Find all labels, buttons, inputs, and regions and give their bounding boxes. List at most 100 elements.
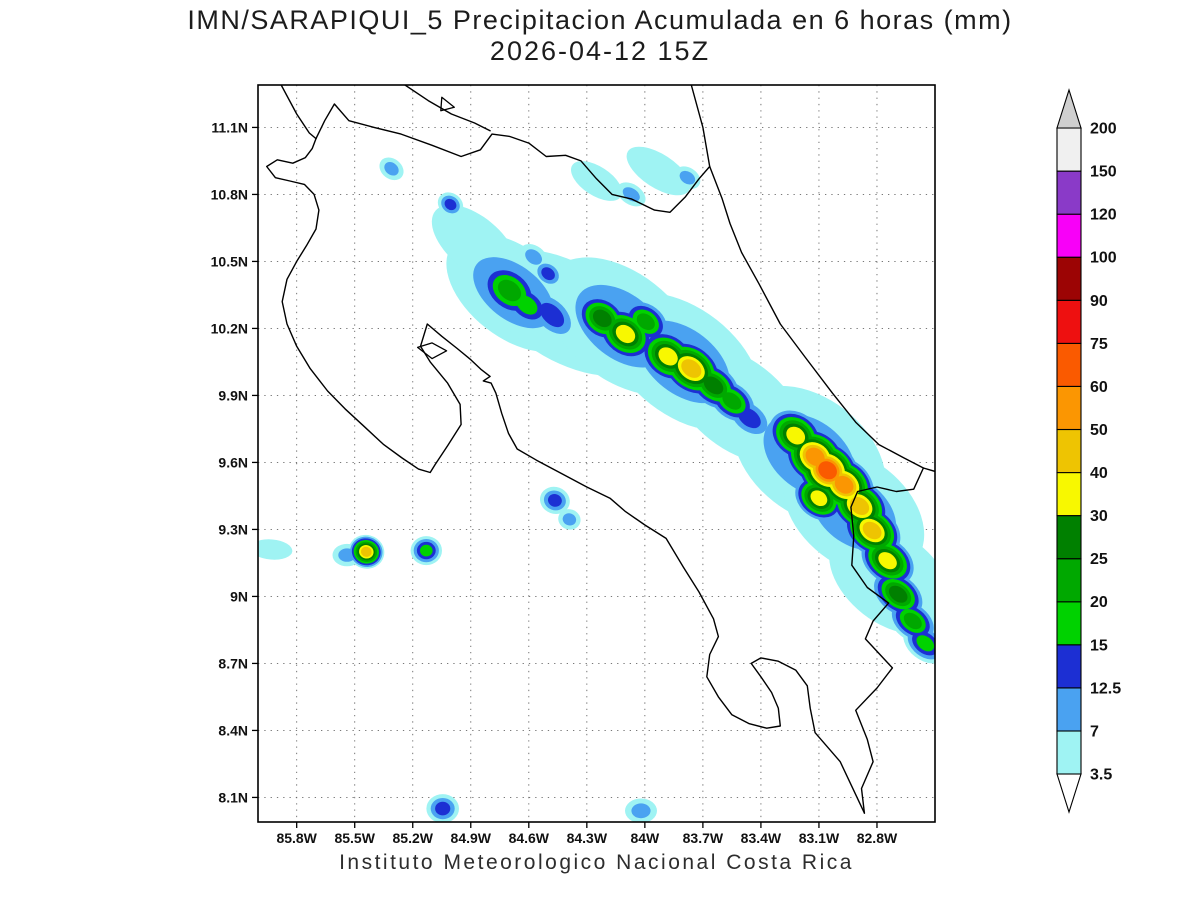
colorbar-label: 40 [1090,465,1108,482]
precip-contour [541,267,555,281]
x-tick-label: 84.3W [567,830,608,846]
coastline-pacific-cr [266,137,866,814]
colorbar-triangle-top [1056,88,1082,129]
colorbar-segment [1056,342,1082,387]
colorbar-segment [1056,385,1082,431]
precip-contour [722,392,742,410]
coastline-pacific-nicaragua [280,85,317,140]
precip-contour [888,585,908,603]
colorbar-label: 30 [1090,508,1108,525]
precip-contour [834,475,854,494]
precip-contour [681,359,702,378]
colorbar-label: 50 [1090,422,1108,439]
y-tick-label: 8.7N [218,655,248,671]
precip-contour [497,279,522,302]
precip-contour [626,146,691,196]
precip-contour [658,347,678,366]
colorbar-segment [1056,601,1082,646]
precip-contour [360,546,372,557]
colorbar-segment [1056,428,1082,474]
precip-contour [258,539,293,560]
x-tick-label: 84.9W [451,830,492,846]
precip-contour [338,548,356,562]
chart-title: IMN/SARAPIQUI_5 Precipitacion Acumulada … [187,5,1013,35]
colorbar-triangle-bottom [1056,773,1082,814]
colorbar-label: 100 [1090,250,1117,267]
x-tick-label: 85.2W [393,830,434,846]
colorbar-segment [1056,213,1082,258]
precip-contour [903,612,922,630]
precip-contour [636,313,655,331]
precip-contour [862,521,882,540]
y-tick-label: 8.1N [218,789,248,805]
precip-contour [384,162,399,176]
colorbar-label: 25 [1090,551,1108,568]
y-tick-label: 10.8N [211,186,248,202]
x-tick-label: 85.5W [334,830,375,846]
y-tick-label: 9.3N [218,521,248,537]
precip-contour [592,309,612,328]
colorbar-label: 90 [1090,293,1108,310]
precip-contour [737,407,761,429]
island-isla-chira [416,342,448,360]
map-plot-area [258,85,935,822]
coastline-lake-nicaragua-shore [404,85,491,132]
y-tick-label: 9.6N [218,454,248,470]
colorbar-label: 15 [1090,637,1108,654]
precip-contour [525,249,543,265]
precip-contour [878,552,897,570]
y-tick-label: 11.1N [211,119,248,135]
colorbar-label: 75 [1090,336,1108,353]
precip-contour [850,497,870,515]
coastline-border-nicaragua [315,103,711,213]
colorbar-label: 3.5 [1090,767,1112,784]
colorbar-label: 12.5 [1090,680,1121,697]
colorbar-segment [1056,687,1082,732]
colorbar-label: 120 [1090,207,1117,224]
colorbar-segment [1056,644,1082,689]
precip-contour [615,324,636,344]
colorbar-segment [1056,299,1082,344]
chart-subtitle-datetime: 2026-04-12 15Z [489,36,711,66]
precip-contour [420,544,433,557]
x-tick-label: 83.4W [741,830,782,846]
y-tick-label: 9.9N [218,387,248,403]
precip-contour [539,302,565,328]
colorbar-label: 150 [1090,164,1117,181]
y-tick-label: 10.2N [211,320,248,336]
precip-contour [703,376,724,395]
precip-contour [444,198,457,211]
y-tick-label: 8.4N [218,722,248,738]
plot-border [257,84,936,823]
colorbar-segment [1056,515,1082,560]
x-tick-label: 84W [630,830,660,846]
colorbar-label: 7 [1090,723,1099,740]
x-tick-label: 83.1W [799,830,840,846]
colorbar-segment [1056,558,1082,603]
colorbar-segment [1056,471,1082,517]
precip-contour [818,461,837,480]
y-tick-label: 9N [230,588,248,604]
precip-contour [916,635,935,652]
precip-contour [547,494,562,507]
precip-contour [679,170,696,185]
colorbar-segment [1056,170,1082,215]
colorbar-segment [1056,256,1082,301]
coastline-caribbean-cr [709,165,935,473]
colorbar-segment [1056,730,1082,775]
precip-contour [516,295,538,315]
colorbar-label: 200 [1090,121,1117,138]
colorbar-segment [1056,127,1082,172]
precip-contour [810,490,828,507]
x-tick-label: 85.8W [276,830,317,846]
x-tick-label: 82.8W [857,830,898,846]
y-tick-label: 10.5N [211,253,248,269]
precip-contour [631,803,651,819]
precip-contour [562,513,577,526]
precip-contour [571,161,622,201]
coastline-caribbean-nicaragua [690,85,711,168]
precip-contour [435,801,451,816]
colorbar-label: 20 [1090,594,1108,611]
